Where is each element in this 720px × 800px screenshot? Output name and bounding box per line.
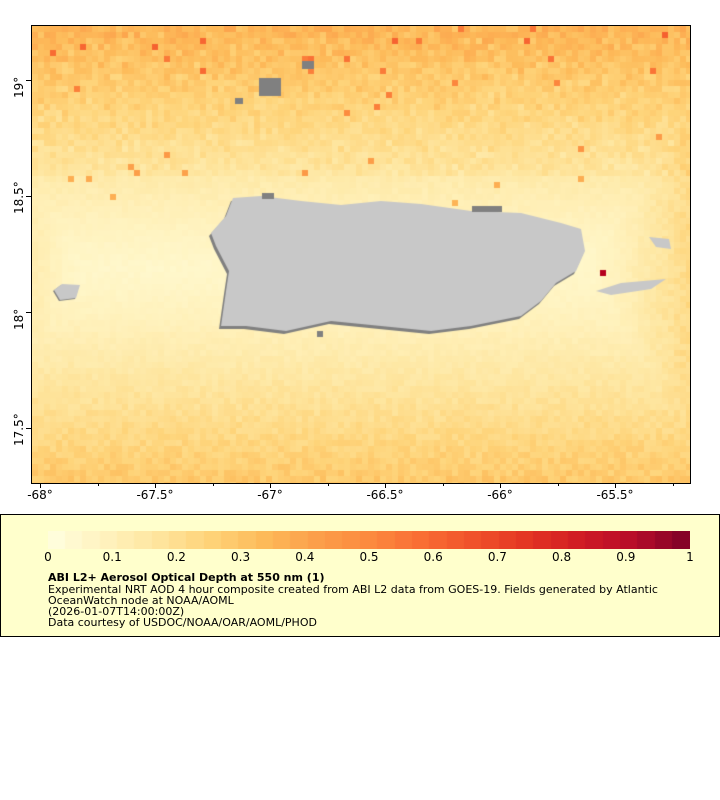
x-tick-label: -65.5°: [596, 488, 634, 502]
x-minor-tick: [672, 483, 674, 486]
x-minor-tick: [155, 483, 156, 486]
colorbar-tick-label: 0.1: [102, 550, 122, 564]
colorbar-tick-label: 0.7: [487, 550, 507, 564]
legend-description-2: OceanWatch node at NOAA/AOML: [48, 594, 234, 607]
colorbar-tick-label: 0.9: [616, 550, 636, 564]
legend-panel: 0 0.1 0.2 0.3 0.4 0.5 0.6 0.7 0.8 0.9 1 ABI L2+ Ae…: [0, 514, 720, 637]
x-tick-label: -67°: [257, 488, 283, 502]
colorbar-tick-label: 0.3: [231, 550, 251, 564]
legend-time: (2026-01-07T14:00:00Z): [48, 605, 185, 618]
x-tick-label: -68°: [27, 488, 53, 502]
y-tick-label: 18.5°: [12, 181, 26, 214]
x-tick-label: -66.5°: [366, 488, 404, 502]
x-minor-tick: [270, 483, 271, 486]
x-minor-tick: [97, 483, 99, 486]
x-minor-tick: [212, 483, 214, 486]
x-minor-tick: [327, 483, 329, 486]
x-minor-tick: [40, 483, 41, 486]
x-tick-label: -66°: [487, 488, 513, 502]
colorbar-tick-label: 0.6: [423, 550, 443, 564]
colorbar-tick-label: 0.2: [166, 550, 186, 564]
colorbar-tick-label: 0.5: [359, 550, 379, 564]
x-tick-label: -67.5°: [136, 488, 174, 502]
colorbar-tick-label: 1: [686, 550, 694, 564]
x-minor-tick: [442, 483, 444, 486]
y-tick-mark: [26, 80, 31, 81]
x-minor-tick: [385, 483, 386, 486]
y-tick-label: 18°: [12, 308, 26, 330]
x-minor-tick: [615, 483, 616, 486]
y-tick-label: 19°: [12, 76, 26, 98]
colorbar-tick-label: 0.4: [295, 550, 315, 564]
y-tick-mark: [26, 428, 31, 429]
legend-credit: Data courtesy of USDOC/NOAA/OAR/AOML/PHO…: [48, 616, 317, 629]
legend-title: ABI L2+ Aerosol Optical Depth at 550 nm …: [48, 571, 325, 584]
y-tick-mark: [26, 312, 31, 313]
x-minor-tick: [500, 483, 501, 486]
x-minor-tick: [557, 483, 559, 486]
legend-description: Experimental NRT AOD 4 hour composite cr…: [48, 583, 658, 596]
colorbar: [48, 531, 690, 549]
colorbar-tick-label: 0: [44, 550, 52, 564]
y-tick-mark: [26, 196, 31, 197]
colorbar-tick-label: 0.8: [552, 550, 572, 564]
aod-map: [31, 25, 691, 484]
y-tick-label: 17.5°: [12, 413, 26, 446]
